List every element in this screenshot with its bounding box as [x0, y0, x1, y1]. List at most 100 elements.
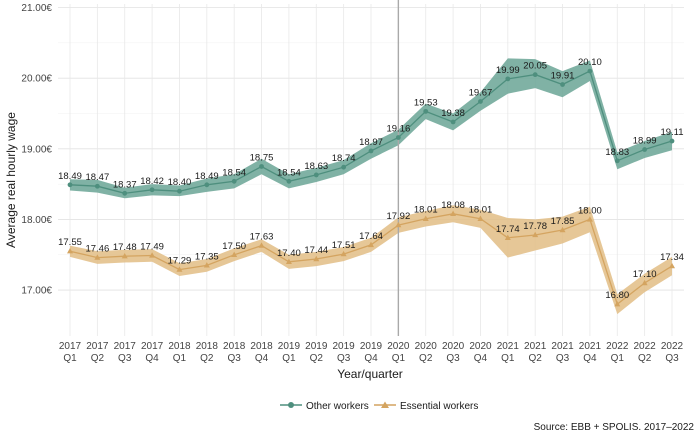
- series-markers: [67, 68, 675, 307]
- data-label: 17.46: [85, 244, 109, 255]
- x-tick-quarter: Q2: [638, 353, 652, 364]
- data-label: 18.01: [414, 205, 438, 216]
- y-tick-label: 21.00€: [21, 3, 52, 14]
- x-tick-year: 2022: [606, 341, 629, 352]
- marker-triangle: [422, 215, 429, 221]
- x-tick-quarter: Q1: [392, 353, 406, 364]
- x-tick-year: 2019: [305, 341, 328, 352]
- data-label: 17.29: [168, 256, 192, 267]
- x-axis-ticks: 2017Q12017Q22017Q32017Q42018Q12018Q22018…: [59, 341, 684, 364]
- y-axis-title: Average real hourly wage: [4, 112, 18, 248]
- data-label: 18.49: [58, 171, 82, 182]
- marker-point: [532, 72, 538, 78]
- data-label: 18.47: [85, 172, 109, 183]
- marker-point: [642, 147, 648, 152]
- marker-point: [286, 178, 292, 184]
- y-tick-label: 18.00€: [21, 215, 52, 226]
- data-label: 17.10: [633, 269, 657, 280]
- x-tick-year: 2021: [524, 341, 547, 352]
- data-label: 17.63: [250, 232, 274, 243]
- data-label: 19.11: [660, 127, 683, 138]
- marker-triangle: [67, 248, 73, 254]
- data-label: 18.40: [168, 177, 192, 188]
- marker-triangle: [450, 210, 457, 216]
- marker-point: [313, 172, 319, 178]
- x-tick-quarter: Q1: [173, 353, 187, 364]
- legend: Other workers Essential workers: [280, 401, 478, 412]
- marker-point: [478, 99, 483, 104]
- x-tick-year: 2018: [250, 341, 273, 352]
- data-label: 17.85: [551, 216, 575, 227]
- legend-item-other-workers: Other workers: [280, 401, 369, 412]
- data-label: 19.53: [414, 97, 438, 108]
- data-label: 18.54: [277, 167, 301, 178]
- x-tick-year: 2017: [59, 341, 82, 352]
- data-label: 18.97: [359, 137, 383, 148]
- marker-point: [505, 76, 511, 82]
- marker-triangle: [614, 301, 621, 307]
- marker-point: [395, 135, 401, 140]
- x-tick-year: 2017: [114, 341, 137, 352]
- data-label: 18.99: [633, 136, 657, 147]
- x-tick-quarter: Q2: [529, 353, 543, 364]
- x-tick-year: 2021: [579, 341, 602, 352]
- data-label: 20.10: [578, 57, 602, 68]
- marker-triangle: [285, 258, 292, 265]
- x-tick-quarter: Q4: [255, 353, 269, 364]
- x-tick-year: 2020: [415, 341, 438, 352]
- marker-triangle: [176, 266, 183, 272]
- marker-triangle: [313, 255, 320, 262]
- marker-point: [423, 108, 429, 114]
- x-tick-year: 2019: [278, 341, 301, 352]
- marker-triangle: [258, 242, 265, 248]
- data-label: 17.92: [386, 211, 410, 222]
- legend-item-essential-workers: Essential workers: [374, 401, 478, 412]
- marker-triangle: [504, 234, 511, 241]
- marker-point: [669, 138, 675, 144]
- data-label: 17.51: [332, 240, 356, 251]
- marker-triangle: [532, 231, 539, 238]
- data-label: 17.35: [195, 251, 219, 262]
- data-label: 19.99: [496, 65, 520, 76]
- x-tick-quarter: Q3: [228, 353, 242, 364]
- marker-point: [177, 188, 182, 194]
- y-tick-label: 17.00€: [21, 286, 52, 297]
- x-tick-year: 2021: [497, 341, 520, 352]
- x-tick-year: 2019: [360, 341, 383, 352]
- x-tick-year: 2018: [196, 341, 219, 352]
- legend-circle-icon: [288, 402, 294, 408]
- data-label: 19.16: [386, 124, 410, 135]
- data-label: 18.37: [113, 179, 137, 190]
- marker-point: [231, 178, 237, 184]
- data-label: 20.05: [523, 61, 547, 72]
- x-tick-year: 2020: [442, 341, 465, 352]
- data-label: 18.75: [250, 152, 274, 163]
- data-label: 16.80: [605, 290, 629, 301]
- x-tick-year: 2019: [333, 341, 356, 352]
- x-tick-quarter: Q2: [91, 353, 105, 364]
- x-tick-quarter: Q1: [63, 353, 77, 364]
- x-tick-year: 2022: [661, 341, 684, 352]
- marker-triangle: [395, 221, 402, 228]
- data-label: 17.50: [222, 241, 246, 252]
- x-tick-quarter: Q1: [611, 353, 625, 364]
- x-tick-quarter: Q3: [446, 353, 460, 364]
- data-label: 18.63: [304, 161, 328, 172]
- marker-triangle: [121, 252, 128, 259]
- x-tick-quarter: Q3: [665, 353, 679, 364]
- data-label: 19.91: [551, 71, 575, 82]
- marker-triangle: [94, 254, 101, 260]
- marker-point: [67, 182, 73, 188]
- marker-point: [560, 82, 565, 87]
- x-tick-quarter: Q1: [282, 353, 296, 364]
- x-tick-year: 2017: [86, 341, 109, 352]
- x-tick-quarter: Q4: [145, 353, 159, 364]
- data-label: 17.78: [523, 221, 547, 232]
- marker-point: [614, 158, 620, 164]
- band-series-1: [70, 205, 672, 315]
- x-tick-year: 2020: [469, 341, 492, 352]
- x-tick-quarter: Q2: [419, 353, 433, 364]
- x-tick-year: 2021: [551, 341, 574, 352]
- marker-triangle: [368, 241, 374, 248]
